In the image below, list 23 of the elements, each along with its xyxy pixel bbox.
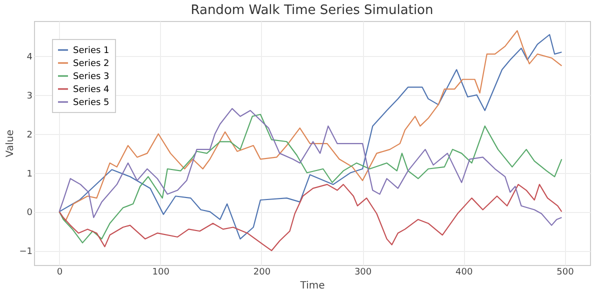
x-tick-label: 500 bbox=[556, 268, 574, 278]
y-axis-title: Value bbox=[5, 130, 16, 158]
chart-title: Random Walk Time Series Simulation bbox=[190, 3, 434, 18]
x-tick-label: 100 bbox=[152, 268, 170, 278]
legend-label: Series 1 bbox=[73, 46, 110, 56]
legend-label: Series 3 bbox=[73, 72, 110, 82]
y-tick-label: 4 bbox=[26, 52, 33, 63]
line-series bbox=[58, 184, 562, 252]
x-tick-label: 200 bbox=[253, 268, 271, 278]
x-tick-label: 300 bbox=[354, 268, 372, 278]
y-tick-label: 1 bbox=[26, 169, 32, 180]
line-series bbox=[58, 108, 562, 226]
x-tick-label: 0 bbox=[56, 268, 63, 278]
x-axis-title: Time bbox=[299, 280, 325, 292]
y-tick-label: 0 bbox=[26, 208, 33, 218]
legend-label: Series 2 bbox=[73, 59, 110, 69]
y-tick-label: 3 bbox=[26, 91, 32, 102]
line-series bbox=[58, 114, 562, 244]
y-tick-label: −1 bbox=[19, 247, 32, 258]
x-tick-label: 400 bbox=[456, 268, 473, 278]
legend-label: Series 5 bbox=[73, 98, 110, 108]
legend-label: Series 4 bbox=[73, 85, 110, 95]
y-tick-label: 2 bbox=[26, 130, 32, 140]
